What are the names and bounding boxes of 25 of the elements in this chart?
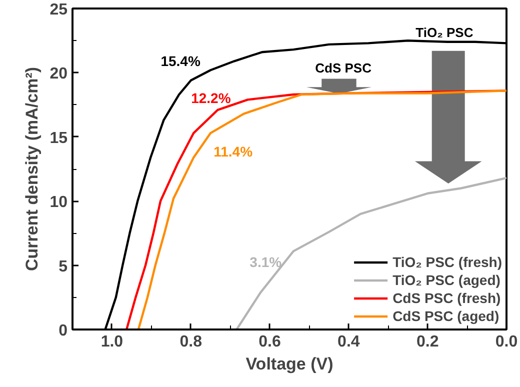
y-axis-title: Current density (mA/cm²): [22, 66, 42, 272]
y-tick-label: 10: [50, 194, 68, 212]
y-tick-label: 15: [50, 130, 68, 147]
x-tick-label: 0.4: [338, 334, 360, 350]
annotation: 12.2%: [191, 90, 232, 106]
legend-label: CdS PSC (fresh): [392, 289, 501, 307]
x-tick-label: 0.6: [258, 334, 281, 350]
x-tick-label: 0.0: [495, 334, 518, 350]
y-tick-label: 20: [50, 66, 68, 83]
y-tick-label: 25: [50, 2, 68, 18]
x-tick-label: 0.2: [416, 334, 439, 350]
y-tick-label: 5: [58, 258, 68, 276]
legend-label: TiO₂ PSC (fresh): [392, 253, 502, 271]
annotation: 11.4%: [214, 143, 254, 160]
line-series: [236, 176, 506, 330]
annotation: TiO₂ PSC: [416, 25, 474, 40]
y-tick-label: 0: [58, 322, 68, 340]
x-tick-label: 0.8: [180, 334, 202, 350]
legend-label: CdS PSC (aged): [392, 307, 500, 325]
x-axis-title: Voltage (V): [246, 354, 334, 374]
annotation: 3.1%: [250, 254, 282, 270]
legend-label: TiO₂ PSC (aged): [392, 271, 500, 289]
annotation: CdS PSC: [315, 60, 372, 76]
annotation: 15.4%: [160, 52, 201, 69]
x-tick-label: 1.0: [100, 334, 124, 350]
